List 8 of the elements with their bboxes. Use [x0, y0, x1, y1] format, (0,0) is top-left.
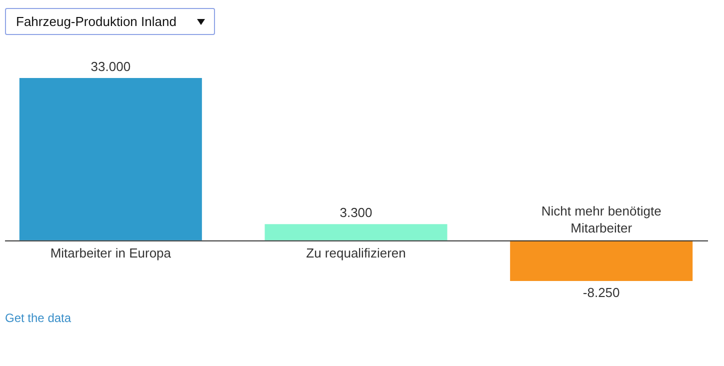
chart-title: Fahrzeug-Produktion Inland [5, 8, 215, 35]
text: Get the data [5, 311, 72, 325]
data-label: -8.250 [582, 285, 620, 300]
x-tick-label: Zu requalifizieren [306, 245, 406, 260]
data-label: 3.300 [340, 205, 372, 220]
data-label: 33.000 [90, 59, 131, 74]
x-tick-label: Mitarbeiter in Europa [50, 245, 172, 260]
x-tick-label: Nicht mehr benötigte Mitarbeiter [541, 203, 662, 236]
